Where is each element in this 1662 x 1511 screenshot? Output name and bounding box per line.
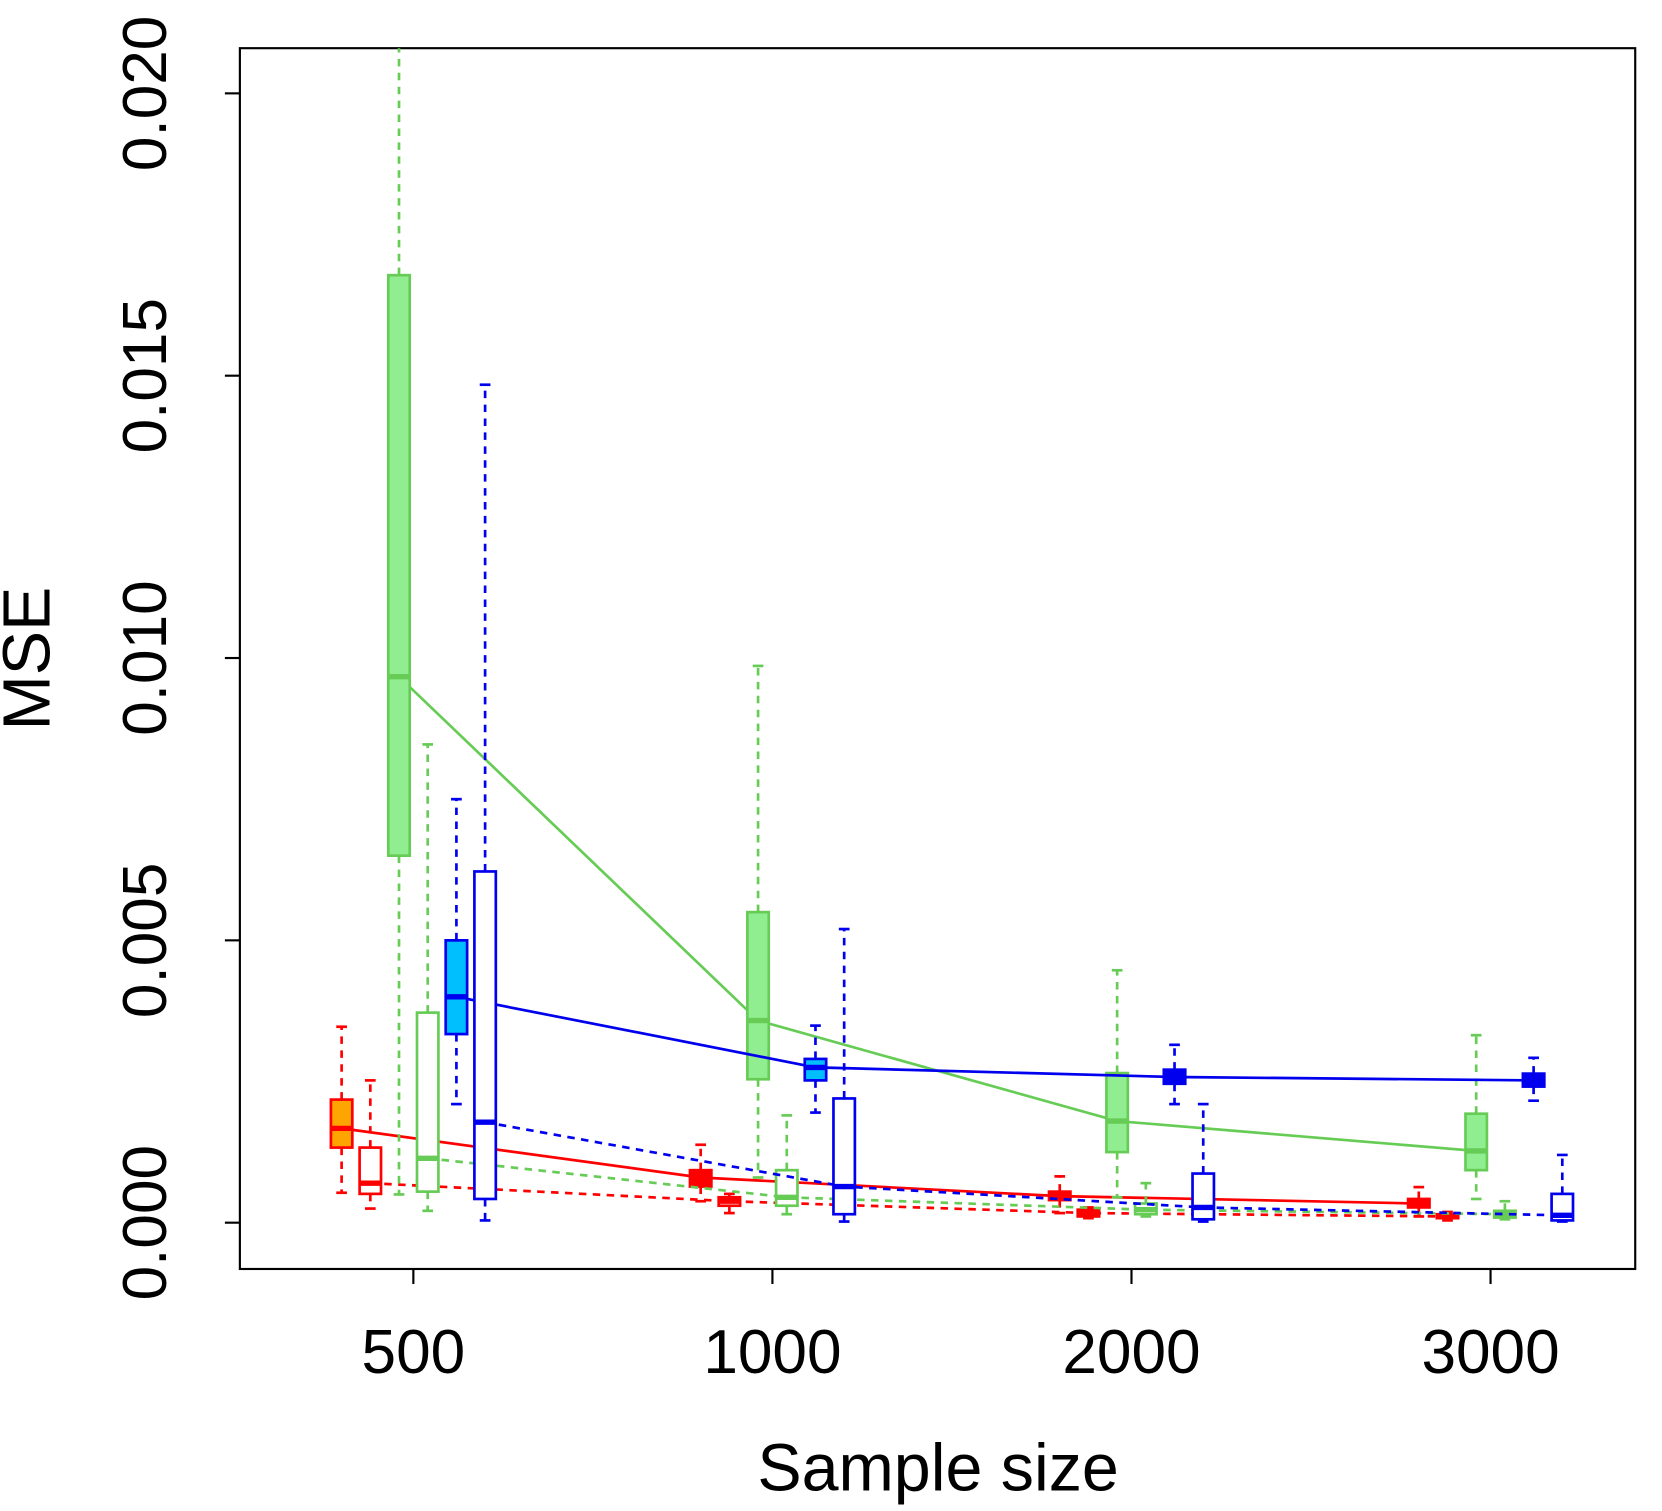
y-tick-label: 0.015 [111,298,180,453]
median-line [427,1156,1505,1216]
plot-frame [238,47,1637,1271]
x-tick-label: 2000 [1062,1318,1200,1387]
median-line [456,995,1534,1082]
y-tick-label: 0.010 [111,580,180,735]
box [1105,1071,1130,1154]
box [329,1098,354,1149]
median-line [484,1120,1563,1217]
x-tick-label: 3000 [1421,1318,1559,1387]
box [1464,1112,1489,1172]
box [473,870,498,1201]
y-tick-label: 0.005 [111,863,180,1018]
median-line [370,1181,1448,1218]
x-tick-label: 500 [362,1318,466,1387]
x-axis-label: Sample size [757,1432,1119,1506]
box [358,1146,383,1196]
plot-area [329,48,1575,1223]
box [746,910,771,1081]
y-axis-label: MSE [0,587,64,731]
y-tick-label: 0.020 [111,16,180,171]
median-line [398,675,1477,1153]
box [415,1011,440,1193]
box [832,1097,857,1216]
box [386,273,412,857]
y-tick-label: 0.000 [111,1145,180,1300]
box [1191,1172,1216,1221]
median-line [341,1127,1419,1205]
x-tick-label: 1000 [703,1318,841,1387]
box [444,939,469,1036]
